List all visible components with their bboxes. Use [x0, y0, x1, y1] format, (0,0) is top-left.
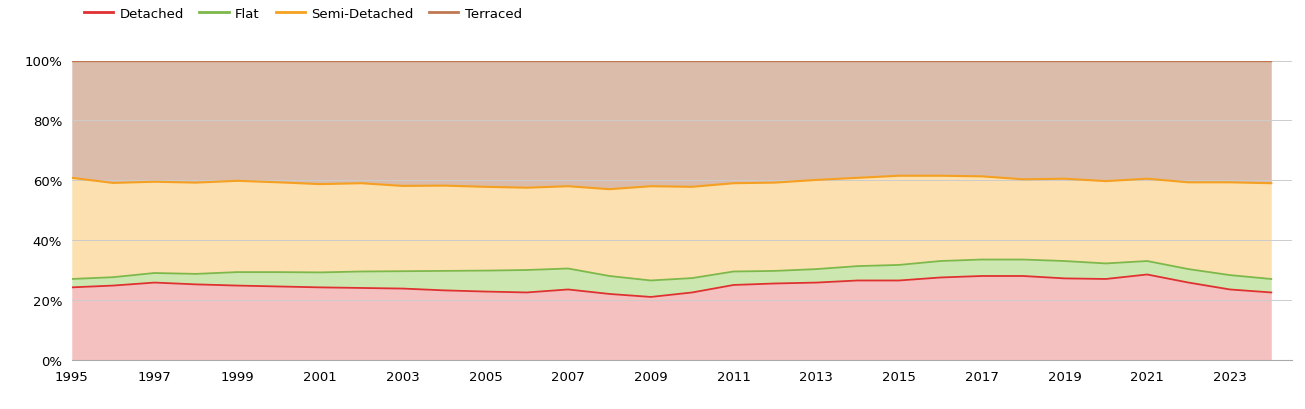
- Legend: Detached, Flat, Semi-Detached, Terraced: Detached, Flat, Semi-Detached, Terraced: [78, 2, 527, 26]
